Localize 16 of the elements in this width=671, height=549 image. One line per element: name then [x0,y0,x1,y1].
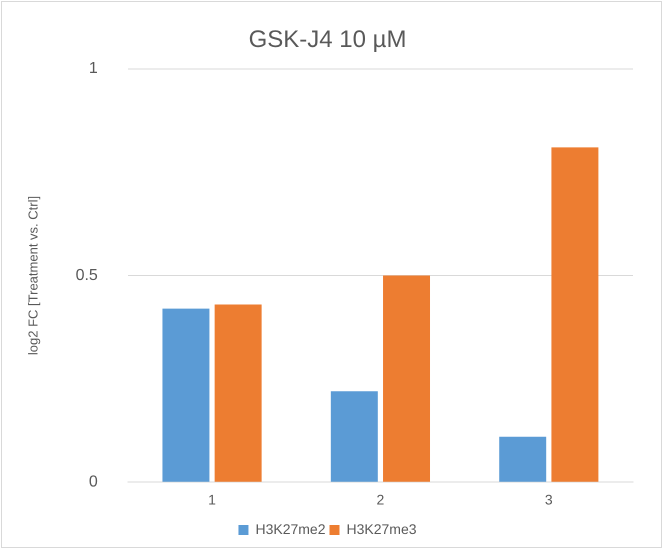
legend-label: H3K27me2 [255,520,326,537]
y-tick-label: 1 [88,60,98,78]
legend-label: H3K27me3 [346,520,417,537]
bar [551,147,598,482]
x-tick-label: 3 [544,491,553,508]
bar [499,436,546,482]
bar [162,308,210,482]
bar [214,304,262,482]
y-tick-label: 0.5 [76,266,98,284]
bar [330,391,378,482]
bar [383,276,430,482]
y-axis-title: log2 FC [Treatment vs. Ctrl] [25,196,40,356]
chart-title: GSK-J4 10 µM [248,26,406,54]
x-tick-label: 2 [376,491,385,508]
x-tick-label: 1 [208,491,216,508]
y-tick-label: 0 [88,474,98,491]
